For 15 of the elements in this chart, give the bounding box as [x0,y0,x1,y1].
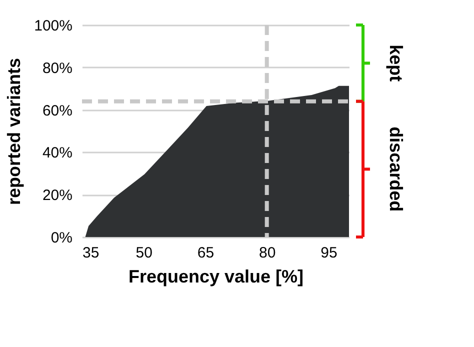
text: discarded [386,126,406,212]
y-tick-label: 80% [42,60,72,77]
text: kept [386,44,406,82]
x-tick-label: 95 [320,244,338,262]
x-tick-label: 80 [259,244,276,262]
x-tick-label: 35 [82,244,100,262]
y-tick-label: 100% [34,18,72,34]
x-tick-label: 50 [136,244,152,262]
y-tick-label: 60% [42,102,72,120]
y-axis-title: reported variants [4,58,24,206]
y-tick-label: 0% [50,230,72,246]
x-tick-label: 65 [197,244,214,262]
x-axis-title: Frequency value [%] [128,266,304,286]
y-tick-label: 20% [42,187,72,204]
y-tick-label: 40% [42,144,72,162]
